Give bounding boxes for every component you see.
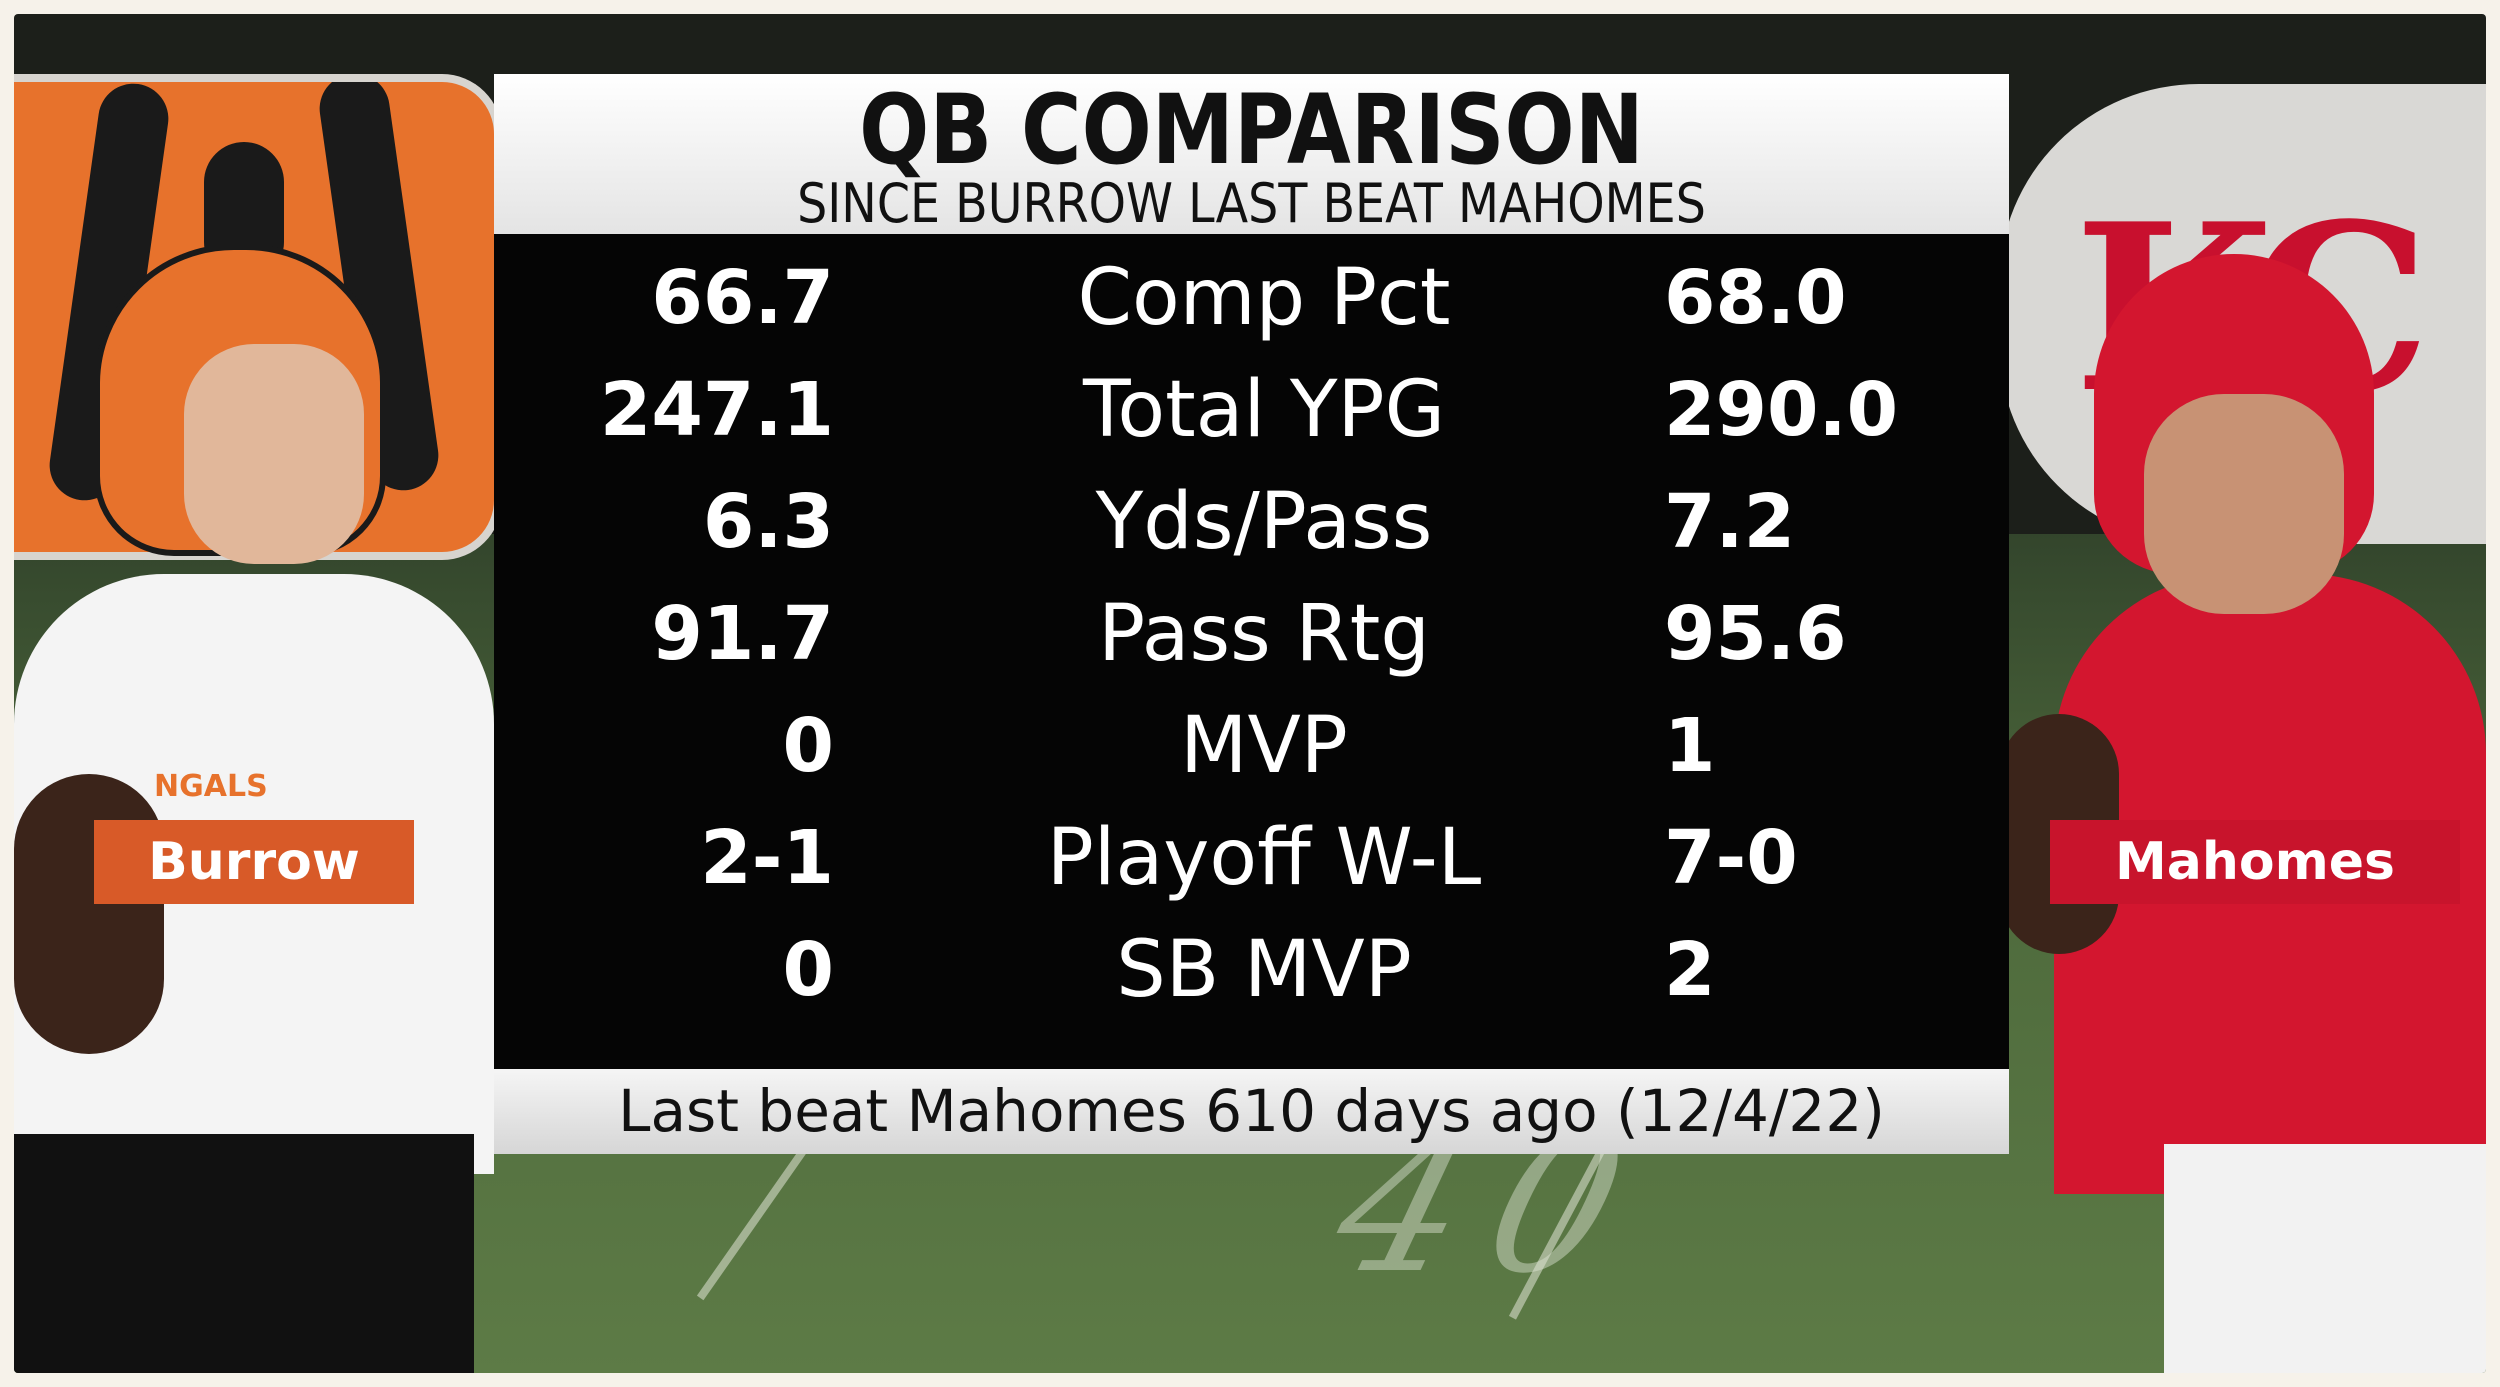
burrow-value: 6.3 xyxy=(702,479,834,565)
stat-row: 6.3 Yds/Pass 7.2 xyxy=(494,466,2009,578)
stat-row: 66.7 Comp Pct 68.0 xyxy=(494,242,2009,354)
burrow-value: 66.7 xyxy=(651,255,834,341)
stat-row: 91.7 Pass Rtg 95.6 xyxy=(494,578,2009,690)
stat-row: 0 MVP 1 xyxy=(494,690,2009,802)
stat-label: Comp Pct xyxy=(1077,253,1451,343)
panel-subtitle: SINCE BURROW LAST BEAT MAHOMES xyxy=(797,172,1706,235)
comparison-panel: QB COMPARISON SINCE BURROW LAST BEAT MAH… xyxy=(494,74,2009,1154)
panel-title: QB COMPARISON xyxy=(859,74,1644,186)
stat-label: SB MVP xyxy=(1116,925,1412,1015)
burrow-value: 2-1 xyxy=(700,815,834,901)
mahomes-value: 95.6 xyxy=(1664,591,1847,677)
panel-footer: Last beat Mahomes 610 days ago (12/4/22) xyxy=(494,1069,2009,1154)
stat-row: 2-1 Playoff W-L 7-0 xyxy=(494,802,2009,914)
stat-row: 0 SB MVP 2 xyxy=(494,914,2009,1026)
stat-label: MVP xyxy=(1180,701,1348,791)
burrow-value: 0 xyxy=(782,703,835,789)
mahomes-value: 2 xyxy=(1664,927,1716,1013)
burrow-value: 0 xyxy=(782,927,835,1013)
burrow-name-tag: Burrow xyxy=(94,820,414,904)
stats-table: 66.7 Comp Pct 68.0 247.1 Total YPG 290.0… xyxy=(494,234,2009,1069)
mahomes-value: 7-0 xyxy=(1664,815,1798,901)
mahomes-value: 290.0 xyxy=(1664,367,1899,453)
broadcast-frame: 40 KC NGALS Burrow Mahomes QB COMPARISON… xyxy=(14,14,2486,1373)
burrow-value: 247.1 xyxy=(599,367,834,453)
stat-label: Total YPG xyxy=(1082,365,1446,455)
mahomes-value: 68.0 xyxy=(1664,255,1847,341)
stat-label: Yds/Pass xyxy=(1095,477,1433,567)
stat-label: Pass Rtg xyxy=(1098,589,1430,679)
burrow-value: 91.7 xyxy=(651,591,834,677)
mahomes-value: 1 xyxy=(1664,703,1716,789)
panel-header: QB COMPARISON SINCE BURROW LAST BEAT MAH… xyxy=(494,74,2009,234)
jersey-text: NGALS xyxy=(154,769,268,804)
mahomes-value: 7.2 xyxy=(1664,479,1796,565)
mahomes-name-tag: Mahomes xyxy=(2050,820,2460,904)
stat-row: 247.1 Total YPG 290.0 xyxy=(494,354,2009,466)
stat-label: Playoff W-L xyxy=(1046,813,1482,903)
